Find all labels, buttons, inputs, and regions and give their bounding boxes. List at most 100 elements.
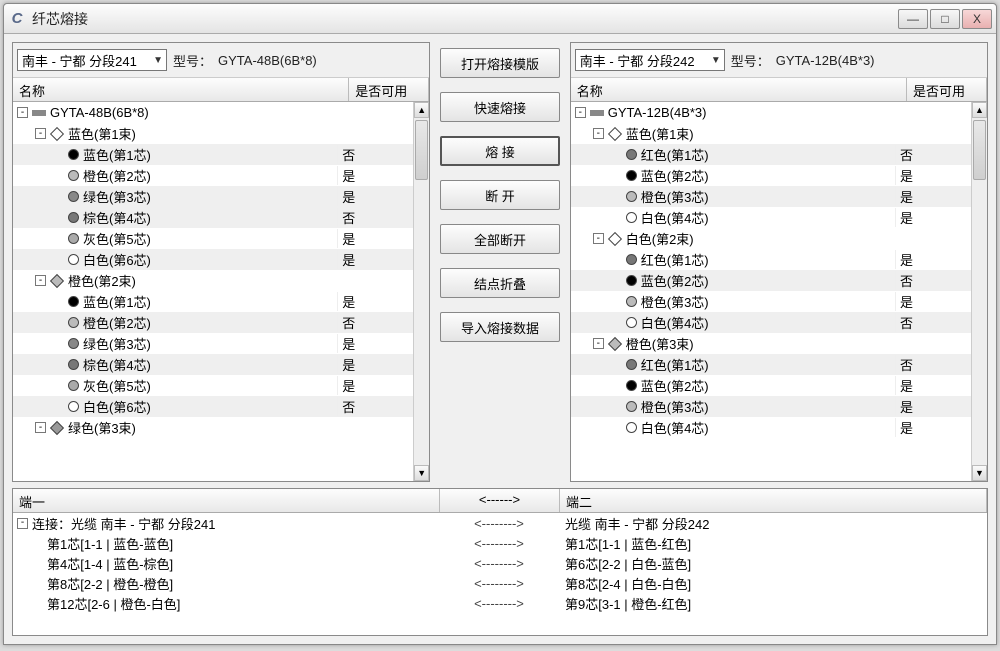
fiber-icon (68, 338, 79, 349)
scroll-up-icon[interactable]: ▲ (414, 102, 429, 118)
connection-row[interactable]: -连接：光缆 南丰 - 宁都 分段241<-------->光缆 南丰 - 宁都… (13, 513, 987, 533)
bundle-icon (50, 126, 64, 140)
left-col-usable[interactable]: 是否可用 (349, 78, 429, 101)
end2-text: 第6芯[2-2 | 白色-蓝色] (559, 554, 987, 573)
left-tree[interactable]: -GYTA-48B(6B*8)-蓝色(第1束)蓝色(第1芯)否橙色(第2芯)是绿… (13, 102, 413, 481)
tree-row[interactable]: -白色(第2束) (571, 228, 971, 249)
tree-row[interactable]: 白色(第4芯)是 (571, 417, 971, 438)
tree-row[interactable]: 红色(第1芯)否 (571, 144, 971, 165)
expand-toggle[interactable]: - (35, 128, 46, 139)
right-segment-combo[interactable]: 南丰 - 宁都 分段242 (575, 49, 725, 71)
scroll-down-icon[interactable]: ▼ (972, 465, 987, 481)
bottom-col-end1[interactable]: 端一 (13, 489, 440, 512)
tree-row[interactable]: -蓝色(第1束) (13, 123, 413, 144)
expand-toggle[interactable]: - (35, 422, 46, 433)
tree-row[interactable]: 蓝色(第2芯)否 (571, 270, 971, 291)
tree-row[interactable]: 白色(第6芯)否 (13, 396, 413, 417)
tree-row[interactable]: 绿色(第3芯)是 (13, 333, 413, 354)
minimize-button[interactable]: — (898, 9, 928, 29)
tree-row[interactable]: 红色(第1芯)是 (571, 249, 971, 270)
tree-row[interactable]: -GYTA-12B(4B*3) (571, 102, 971, 123)
action-button[interactable]: 打开熔接模版 (440, 48, 560, 78)
tree-row[interactable]: 蓝色(第1芯)是 (13, 291, 413, 312)
scroll-up-icon[interactable]: ▲ (972, 102, 987, 118)
tree-row[interactable]: 白色(第6芯)是 (13, 249, 413, 270)
connection-row[interactable]: 第12芯[2-6 | 橙色-白色]<-------->第9芯[3-1 | 橙色-… (13, 593, 987, 613)
left-scrollbar[interactable]: ▲ ▼ (413, 102, 429, 481)
tree-row[interactable]: -绿色(第3束) (13, 417, 413, 438)
arrow-text: <--------> (439, 516, 559, 531)
action-button[interactable]: 快速熔接 (440, 92, 560, 122)
expand-toggle[interactable]: - (17, 518, 28, 529)
bottom-body[interactable]: -连接：光缆 南丰 - 宁都 分段241<-------->光缆 南丰 - 宁都… (13, 513, 987, 635)
bottom-col-arrow[interactable]: <------> (440, 489, 560, 512)
left-tree-wrap: -GYTA-48B(6B*8)-蓝色(第1束)蓝色(第1芯)否橙色(第2芯)是绿… (13, 102, 429, 481)
tree-row[interactable]: -橙色(第3束) (571, 333, 971, 354)
tree-row[interactable]: 白色(第4芯)是 (571, 207, 971, 228)
tree-row[interactable]: 棕色(第4芯)是 (13, 354, 413, 375)
expand-toggle[interactable]: - (35, 275, 46, 286)
maximize-button[interactable]: □ (930, 9, 960, 29)
tree-row[interactable]: 灰色(第5芯)是 (13, 375, 413, 396)
tree-row[interactable]: 白色(第4芯)否 (571, 312, 971, 333)
scroll-thumb[interactable] (415, 120, 428, 180)
tree-row[interactable]: - GYTA-48B(6B*8) (13, 102, 413, 123)
right-tree-header: 名称 是否可用 (571, 78, 987, 102)
left-col-name[interactable]: 名称 (13, 78, 349, 101)
close-button[interactable]: X (962, 9, 992, 29)
row-usable: 是 (337, 187, 413, 206)
connection-row[interactable]: 第4芯[1-4 | 蓝色-棕色]<-------->第6芯[2-2 | 白色-蓝… (13, 553, 987, 573)
action-button[interactable]: 熔 接 (440, 136, 560, 166)
scroll-down-icon[interactable]: ▼ (414, 465, 429, 481)
left-segment-combo[interactable]: 南丰 - 宁都 分段241 (17, 49, 167, 71)
tree-row[interactable]: 橙色(第3芯)是 (571, 291, 971, 312)
expand-toggle[interactable]: - (593, 128, 604, 139)
cable-icon (32, 110, 46, 116)
connection-row[interactable]: 第8芯[2-2 | 橙色-橙色]<-------->第8芯[2-4 | 白色-白… (13, 573, 987, 593)
app-window: C 纤芯熔接 — □ X 南丰 - 宁都 分段241 型号： GYTA-48B(… (3, 3, 997, 645)
row-label: 蓝色(第1芯) (83, 292, 337, 311)
scroll-thumb[interactable] (973, 120, 986, 180)
expand-toggle[interactable]: - (593, 338, 604, 349)
right-scrollbar[interactable]: ▲ ▼ (971, 102, 987, 481)
tree-row[interactable]: 红色(第1芯)否 (571, 354, 971, 375)
end1-text: 第1芯[1-1 | 蓝色-蓝色] (47, 534, 173, 553)
scroll-track[interactable] (414, 118, 429, 465)
expand-toggle[interactable]: - (593, 233, 604, 244)
action-button[interactable]: 全部断开 (440, 224, 560, 254)
scroll-track[interactable] (972, 118, 987, 465)
tree-row[interactable]: 橙色(第3芯)是 (571, 396, 971, 417)
fiber-icon (626, 422, 637, 433)
row-label: 红色(第1芯) (641, 250, 895, 269)
app-icon: C (8, 10, 26, 28)
titlebar[interactable]: C 纤芯熔接 — □ X (4, 4, 996, 34)
expand-toggle[interactable]: - (17, 107, 28, 118)
tree-row[interactable]: 蓝色(第1芯)否 (13, 144, 413, 165)
action-button[interactable]: 导入熔接数据 (440, 312, 560, 342)
action-button[interactable]: 结点折叠 (440, 268, 560, 298)
fiber-icon (68, 191, 79, 202)
row-usable: 是 (337, 355, 413, 374)
tree-row[interactable]: 橙色(第2芯)是 (13, 165, 413, 186)
bottom-col-end2[interactable]: 端二 (560, 489, 987, 512)
row-label: 白色(第4芯) (641, 313, 895, 332)
tree-row[interactable]: 蓝色(第2芯)是 (571, 165, 971, 186)
tree-row[interactable]: -橙色(第2束) (13, 270, 413, 291)
right-col-name[interactable]: 名称 (571, 78, 907, 101)
action-button[interactable]: 断 开 (440, 180, 560, 210)
tree-row[interactable]: 灰色(第5芯)是 (13, 228, 413, 249)
right-col-usable[interactable]: 是否可用 (907, 78, 987, 101)
tree-row[interactable]: 蓝色(第2芯)是 (571, 375, 971, 396)
tree-row[interactable]: 橙色(第3芯)是 (571, 186, 971, 207)
connection-row[interactable]: 第1芯[1-1 | 蓝色-蓝色]<-------->第1芯[1-1 | 蓝色-红… (13, 533, 987, 553)
tree-row[interactable]: 橙色(第2芯)否 (13, 312, 413, 333)
row-label: 棕色(第4芯) (83, 355, 337, 374)
tree-row[interactable]: 棕色(第4芯)否 (13, 207, 413, 228)
row-label: GYTA-48B(6B*8) (50, 105, 337, 120)
tree-row[interactable]: -蓝色(第1束) (571, 123, 971, 144)
tree-row[interactable]: 绿色(第3芯)是 (13, 186, 413, 207)
right-tree[interactable]: -GYTA-12B(4B*3)-蓝色(第1束)红色(第1芯)否蓝色(第2芯)是橙… (571, 102, 971, 481)
row-label: 棕色(第4芯) (83, 208, 337, 227)
expand-toggle[interactable]: - (575, 107, 586, 118)
fiber-icon (68, 212, 79, 223)
